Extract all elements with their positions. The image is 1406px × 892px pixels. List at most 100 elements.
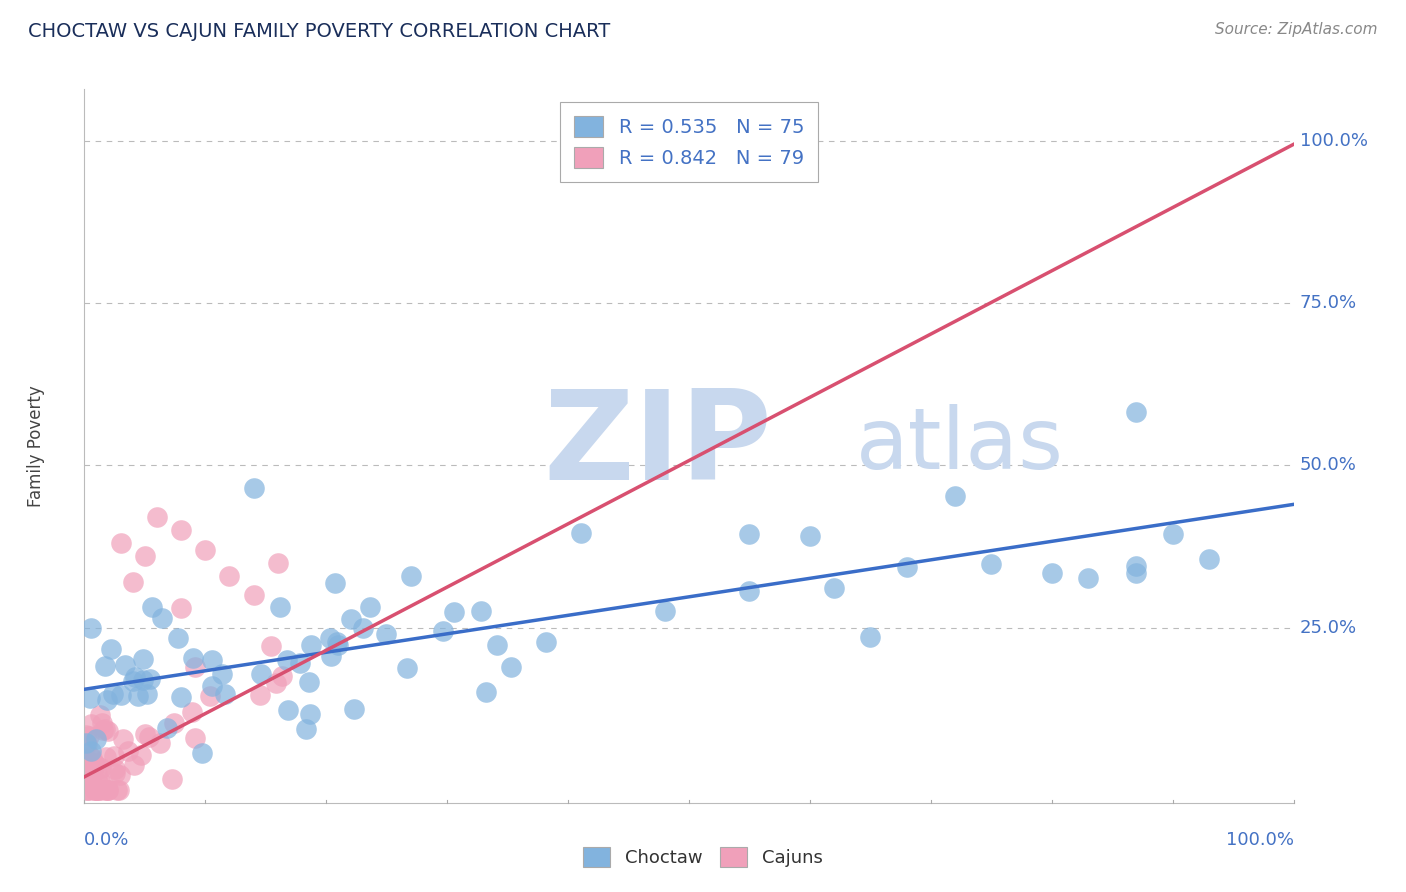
- Point: [131, 748, 153, 763]
- Text: Family Poverty: Family Poverty: [27, 385, 45, 507]
- Point: [277, 703, 299, 717]
- Point: [321, 649, 343, 664]
- Point: [132, 673, 155, 688]
- Point: [127, 689, 149, 703]
- Point: [295, 722, 318, 736]
- Point: [103, 748, 125, 763]
- Point: [75, 776, 97, 790]
- Point: [80, 744, 103, 758]
- Text: 0.0%: 0.0%: [84, 831, 129, 849]
- Point: [1040, 566, 1063, 581]
- Text: 100.0%: 100.0%: [1226, 831, 1294, 849]
- Point: [264, 676, 287, 690]
- Point: [485, 638, 508, 652]
- Point: [110, 768, 132, 782]
- Point: [104, 762, 127, 776]
- Point: [90, 761, 112, 775]
- Point: [299, 638, 322, 652]
- Point: [1125, 404, 1147, 418]
- Point: [91, 715, 114, 730]
- Point: [298, 706, 321, 721]
- Point: [79, 749, 101, 764]
- Point: [343, 702, 366, 716]
- Point: [114, 658, 136, 673]
- Point: [84, 782, 107, 797]
- Point: [443, 606, 465, 620]
- Point: [86, 757, 108, 772]
- Point: [250, 667, 273, 681]
- Point: [75, 782, 97, 797]
- Point: [101, 687, 124, 701]
- Point: [136, 687, 159, 701]
- Point: [108, 782, 131, 797]
- Point: [201, 653, 224, 667]
- Point: [79, 771, 101, 785]
- Point: [167, 631, 190, 645]
- Point: [104, 766, 127, 780]
- Point: [359, 600, 381, 615]
- Text: CHOCTAW VS CAJUN FAMILY POVERTY CORRELATION CHART: CHOCTAW VS CAJUN FAMILY POVERTY CORRELAT…: [28, 22, 610, 41]
- Point: [146, 510, 169, 524]
- Point: [77, 729, 100, 743]
- Point: [475, 685, 498, 699]
- Point: [323, 575, 346, 590]
- Point: [110, 688, 132, 702]
- Point: [799, 529, 821, 543]
- Point: [82, 778, 104, 792]
- Point: [94, 722, 117, 736]
- Point: [211, 667, 233, 681]
- Point: [738, 584, 761, 599]
- Point: [1161, 526, 1184, 541]
- Point: [326, 638, 349, 652]
- Point: [89, 774, 111, 789]
- Point: [859, 630, 882, 644]
- Point: [75, 772, 97, 787]
- Point: [269, 600, 291, 615]
- Point: [242, 481, 264, 495]
- Point: [96, 692, 118, 706]
- Point: [214, 687, 236, 701]
- Point: [76, 753, 98, 767]
- Point: [97, 724, 120, 739]
- Point: [470, 604, 492, 618]
- Point: [1125, 566, 1147, 580]
- Point: [823, 581, 845, 595]
- Point: [163, 716, 186, 731]
- Point: [160, 772, 183, 787]
- Point: [1198, 552, 1220, 566]
- Point: [276, 653, 298, 667]
- Point: [267, 556, 290, 570]
- Point: [110, 536, 132, 550]
- Point: [76, 737, 98, 751]
- Point: [184, 731, 207, 745]
- Point: [499, 660, 522, 674]
- Point: [139, 672, 162, 686]
- Point: [96, 782, 118, 797]
- Point: [181, 651, 204, 665]
- Legend: Choctaw, Cajuns: Choctaw, Cajuns: [576, 839, 830, 874]
- Point: [1077, 571, 1099, 585]
- Point: [134, 727, 156, 741]
- Point: [298, 674, 321, 689]
- Point: [943, 489, 966, 503]
- Point: [134, 549, 156, 564]
- Point: [339, 611, 361, 625]
- Point: [896, 560, 918, 574]
- Point: [200, 689, 222, 703]
- Point: [84, 782, 107, 797]
- Point: [79, 758, 101, 772]
- Point: [87, 776, 110, 790]
- Text: Source: ZipAtlas.com: Source: ZipAtlas.com: [1215, 22, 1378, 37]
- Point: [169, 690, 191, 704]
- Point: [242, 588, 264, 602]
- Point: [194, 542, 217, 557]
- Point: [75, 728, 97, 742]
- Point: [432, 624, 454, 638]
- Point: [260, 639, 283, 653]
- Point: [156, 721, 179, 735]
- Point: [201, 679, 224, 693]
- Point: [84, 782, 107, 797]
- Point: [83, 758, 105, 772]
- Point: [83, 756, 105, 770]
- Point: [80, 717, 103, 731]
